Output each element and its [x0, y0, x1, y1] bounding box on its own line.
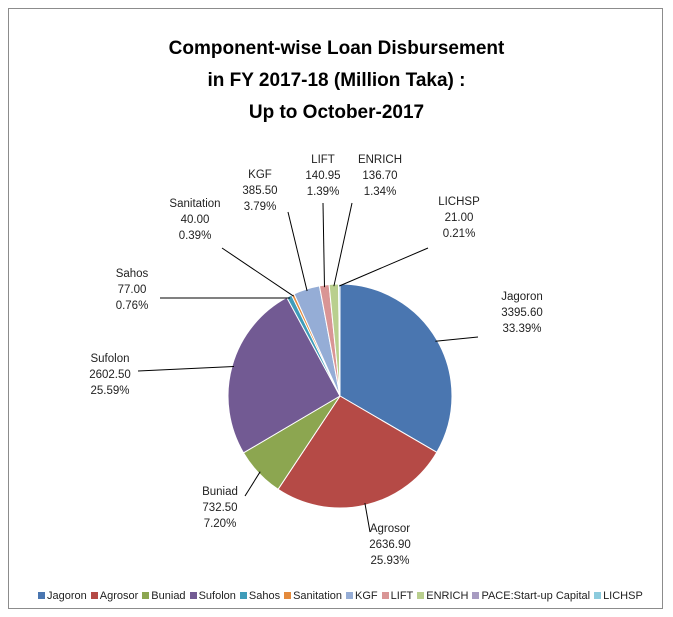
pie-slices	[227, 283, 453, 509]
pie-slice-sufolon	[227, 296, 341, 454]
legend-label: Agrosor	[99, 590, 139, 602]
legend-swatch	[346, 592, 354, 599]
leader-line-buniad	[244, 471, 261, 497]
leader-lines	[137, 202, 479, 533]
chart-legend: Jagoron Agrosor Buniad Sufolon Sahos Sanitati…	[38, 590, 658, 606]
data-label-agrosor: Agrosor 2636.90 25.93%	[369, 523, 411, 567]
legend-label: LIFT	[390, 590, 414, 602]
leader-line-sufolon	[137, 366, 235, 372]
legend-label: PACE:Start-up Capital	[481, 590, 591, 602]
legend-label: Sanitation	[293, 590, 343, 602]
legend-item-sufolon: Sufolon	[189, 590, 236, 602]
legend-label: Sufolon	[198, 590, 236, 602]
legend-label: ENRICH	[426, 590, 469, 602]
legend-swatch	[594, 592, 602, 599]
legend-swatch	[381, 592, 389, 599]
data-label-lichsp: LICHSP 21.00 0.21%	[438, 196, 480, 240]
legend-item-pace-start-up-capital: PACE:Start-up Capital	[472, 590, 590, 602]
legend-item-enrich: ENRICH	[417, 590, 468, 602]
legend-item-agrosor: Agrosor	[90, 590, 139, 602]
data-label-jagoron: Jagoron 3395.60 33.39%	[501, 291, 543, 335]
chart-title-line-3: Up to October-2017	[248, 102, 425, 123]
legend-item-jagoron: Jagoron	[38, 590, 87, 602]
legend-item-lichsp: LICHSP	[594, 590, 643, 602]
data-label-sufolon: Sufolon 2602.50 25.59%	[89, 353, 131, 397]
legend-swatch	[284, 592, 292, 599]
data-label-sanitation: Sanitation 40.00 0.39%	[169, 198, 220, 242]
legend-swatch	[142, 592, 150, 599]
legend-swatch	[189, 592, 197, 599]
leader-line-sanitation	[221, 247, 294, 297]
legend-label: Buniad	[151, 590, 186, 602]
legend-label: KGF	[355, 590, 378, 602]
legend-item-kgf: KGF	[346, 590, 378, 602]
chart-title-line-2: in FY 2017-18 (Million Taka) :	[207, 70, 466, 91]
legend-label: LICHSP	[603, 590, 643, 602]
leader-line-agrosor	[364, 503, 371, 533]
leader-line-lift	[322, 202, 325, 288]
legend-item-sanitation: Sanitation	[284, 590, 342, 602]
legend-label: Sahos	[248, 590, 281, 602]
data-label-sahos: Sahos 77.00 0.76%	[116, 268, 149, 312]
legend-item-sahos: Sahos	[239, 590, 281, 602]
leader-line-lichsp	[339, 247, 429, 287]
legend-label: Jagoron	[47, 590, 87, 602]
legend-item-lift: LIFT	[381, 590, 414, 602]
data-label-kgf: KGF 385.50 3.79%	[242, 169, 277, 213]
chart-title-line-1: Component-wise Loan Disbursement	[168, 38, 505, 59]
leader-line-jagoron	[435, 336, 479, 342]
leader-line-enrich	[333, 202, 353, 287]
data-label-lift: LIFT 140.95 1.39%	[305, 154, 340, 198]
legend-swatch	[38, 592, 45, 599]
leader-line-kgf	[287, 211, 308, 292]
legend-swatch	[417, 592, 425, 599]
legend-item-buniad: Buniad	[142, 590, 186, 602]
pie-slice-lichsp	[338, 283, 341, 397]
legend-swatch	[472, 592, 480, 599]
data-label-enrich: ENRICH 136.70 1.34%	[358, 154, 402, 198]
legend-swatch	[90, 592, 98, 599]
legend-swatch	[239, 592, 247, 599]
data-label-buniad: Buniad 732.50 7.20%	[202, 486, 238, 530]
slice-labels: Jagoron 3395.60 33.39% Agrosor 2636.90 25.93%…	[89, 154, 543, 567]
pie-slice-jagoron	[339, 283, 453, 454]
